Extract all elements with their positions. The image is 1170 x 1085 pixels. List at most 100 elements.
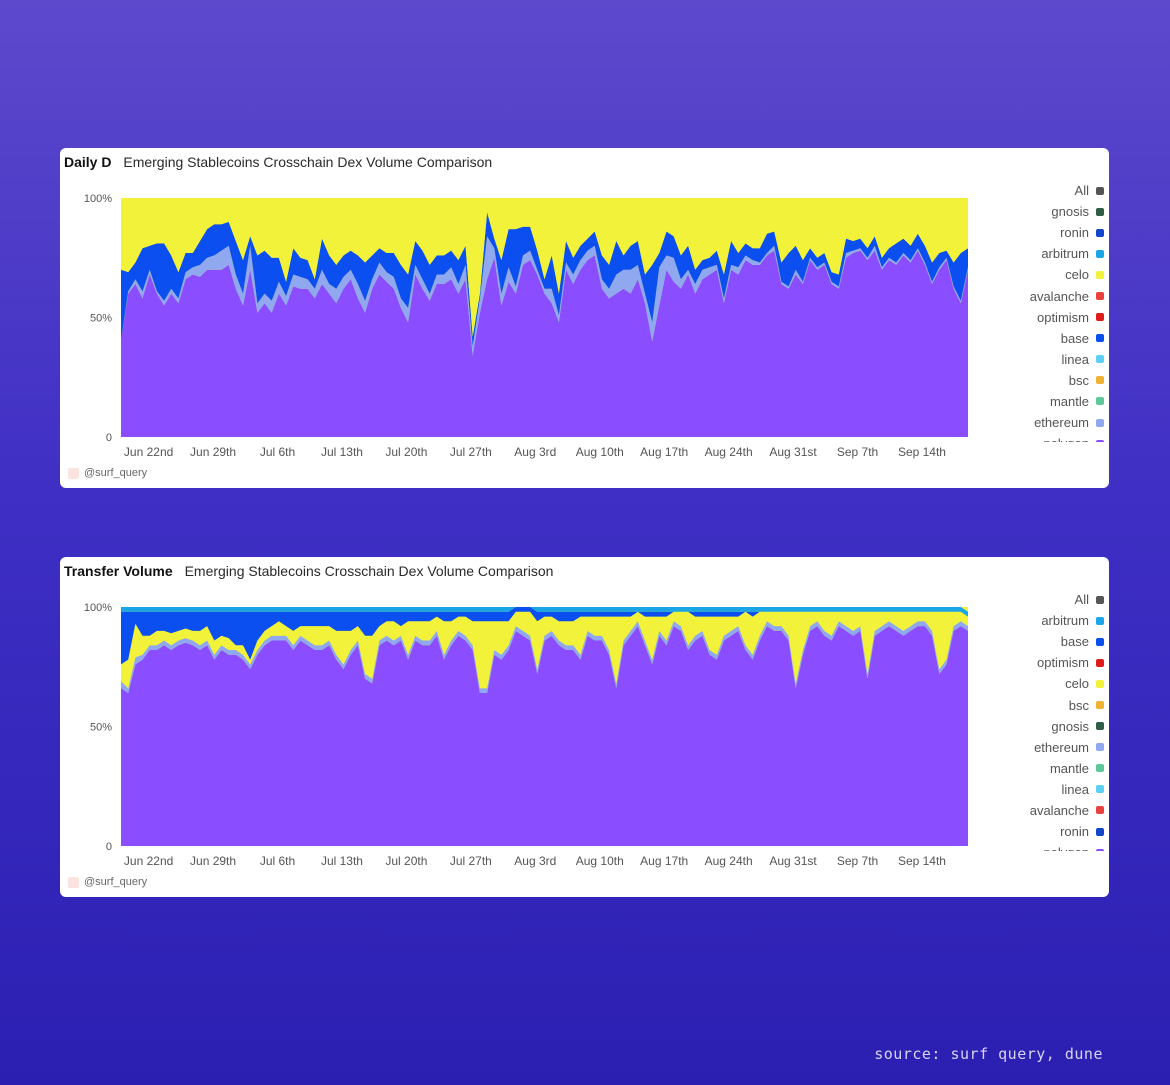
watermark-icon: [68, 467, 79, 479]
legend-label: linea: [1061, 351, 1089, 367]
legend-swatch: [1096, 722, 1104, 731]
x-tick-label: Aug 31st: [769, 854, 817, 868]
legend-item-ronin[interactable]: ronin: [974, 821, 1104, 842]
x-tick-label: Jul 13th: [321, 854, 363, 868]
chart-tab-label[interactable]: Transfer Volume: [64, 563, 173, 579]
legend-item-linea[interactable]: linea: [974, 349, 1104, 370]
legend-item-arbitrum[interactable]: arbitrum: [974, 610, 1104, 631]
x-tick-label: Jun 22nd: [124, 445, 173, 459]
legend-item-base[interactable]: base: [974, 631, 1104, 652]
area-series-base[interactable]: [121, 607, 968, 665]
legend-swatch: [1096, 418, 1104, 427]
legend-item-ethereum[interactable]: ethereum: [974, 412, 1104, 433]
x-tick-label: Jun 22nd: [124, 854, 173, 868]
y-tick-label: 0: [106, 841, 112, 853]
legend-swatch: [1096, 292, 1104, 301]
legend-label: avalanche: [1029, 802, 1089, 818]
legend-item-All[interactable]: All: [974, 589, 1104, 610]
legend-item-mantle[interactable]: mantle: [974, 758, 1104, 779]
x-tick-label: Aug 3rd: [514, 854, 556, 868]
legend-label: arbitrum: [1041, 613, 1089, 629]
legend-label: celo: [1065, 676, 1089, 692]
chart-card-transfer: Transfer Volume Emerging Stablecoins Cro…: [60, 557, 1109, 897]
x-tick-label: Aug 31st: [769, 445, 817, 459]
x-tick-label: Sep 14th: [898, 854, 946, 868]
y-tick-label: 50%: [90, 313, 112, 325]
x-tick-label: Jul 13th: [321, 445, 363, 459]
legend-label: linea: [1061, 781, 1089, 797]
legend-label: base: [1060, 330, 1089, 346]
x-tick-label: Jul 6th: [260, 445, 295, 459]
y-tick-label: 0: [106, 432, 112, 444]
x-tick-label: Sep 7th: [837, 854, 878, 868]
x-tick-label: Aug 17th: [640, 854, 688, 868]
legend-swatch: [1096, 743, 1104, 752]
legend-item-bsc[interactable]: bsc: [974, 370, 1104, 391]
legend-item-gnosis[interactable]: gnosis: [974, 716, 1104, 737]
watermark: @surf_query: [68, 876, 147, 888]
area-series-celo[interactable]: [121, 611, 968, 689]
x-tick-label: Aug 17th: [640, 445, 688, 459]
legend-swatch: [1096, 334, 1104, 343]
legend-item-celo[interactable]: celo: [974, 673, 1104, 694]
y-tick-label: 100%: [84, 193, 112, 205]
area-series-ethereum[interactable]: [121, 621, 968, 693]
legend-item-linea[interactable]: linea: [974, 779, 1104, 800]
legend-item-polygon[interactable]: polygon: [974, 433, 1104, 442]
watermark-text: @surf_query: [84, 467, 148, 479]
legend-label: All: [1074, 183, 1089, 199]
legend-swatch: [1096, 827, 1104, 836]
legend-item-avalanche[interactable]: avalanche: [974, 800, 1104, 821]
legend-item-celo[interactable]: celo: [974, 264, 1104, 285]
x-tick-label: Aug 3rd: [514, 445, 556, 459]
legend-label: optimism: [1036, 309, 1089, 325]
legend-swatch: [1096, 679, 1104, 688]
legend-label: base: [1060, 634, 1089, 650]
area-series-polygon[interactable]: [121, 250, 968, 437]
legend-item-avalanche[interactable]: avalanche: [974, 285, 1104, 306]
legend-label: polygon: [1043, 436, 1089, 442]
legend-label: ethereum: [1034, 739, 1089, 755]
x-tick-label: Jun 29th: [190, 445, 236, 459]
legend-swatch: [1096, 207, 1104, 216]
chart-title: Emerging Stablecoins Crosschain Dex Volu…: [184, 563, 554, 579]
legend-label: optimism: [1036, 655, 1089, 671]
legend-swatch: [1096, 270, 1104, 279]
legend-item-arbitrum[interactable]: arbitrum: [974, 243, 1104, 264]
legend-item-All[interactable]: All: [974, 180, 1104, 201]
legend-item-base[interactable]: base: [974, 328, 1104, 349]
legend-label: gnosis: [1051, 204, 1089, 220]
chart-title: Emerging Stablecoins Crosschain Dex Volu…: [123, 154, 493, 170]
chart-tab-label[interactable]: Daily D: [64, 154, 112, 170]
x-tick-label: Aug 24th: [705, 854, 753, 868]
y-tick-label: 100%: [84, 602, 112, 614]
legend-swatch: [1096, 658, 1104, 667]
legend-swatch: [1096, 595, 1104, 604]
legend-label: gnosis: [1051, 718, 1089, 734]
area-series-arbitrum[interactable]: [121, 607, 968, 617]
legend-swatch: [1096, 313, 1104, 322]
chart-card-daily: Daily D Emerging Stablecoins Crosschain …: [60, 148, 1109, 488]
legend-item-ronin[interactable]: ronin: [974, 222, 1104, 243]
legend-item-optimism[interactable]: optimism: [974, 652, 1104, 673]
legend-swatch: [1096, 397, 1104, 406]
area-series-base[interactable]: [121, 212, 968, 347]
watermark-text: @surf_query: [84, 876, 148, 888]
legend-swatch: [1096, 701, 1104, 710]
legend-swatch: [1096, 764, 1104, 773]
legend-item-polygon[interactable]: polygon: [974, 842, 1104, 851]
legend-item-gnosis[interactable]: gnosis: [974, 201, 1104, 222]
legend-item-ethereum[interactable]: ethereum: [974, 737, 1104, 758]
legend-swatch: [1096, 785, 1104, 794]
legend-label: bsc: [1068, 697, 1089, 713]
legend-swatch: [1096, 355, 1104, 364]
legend-label: mantle: [1049, 760, 1089, 776]
area-series-celo[interactable]: [121, 198, 968, 337]
area-series-polygon[interactable]: [121, 626, 968, 846]
legend-swatch: [1096, 806, 1104, 815]
legend-swatch: [1096, 637, 1104, 646]
area-chart: 100% 50% 0 Jun 22nd Jun 29th Jul 6th Jul 13th J…: [84, 602, 968, 868]
legend-item-bsc[interactable]: bsc: [974, 694, 1104, 715]
legend-item-optimism[interactable]: optimism: [974, 307, 1104, 328]
legend-item-mantle[interactable]: mantle: [974, 391, 1104, 412]
